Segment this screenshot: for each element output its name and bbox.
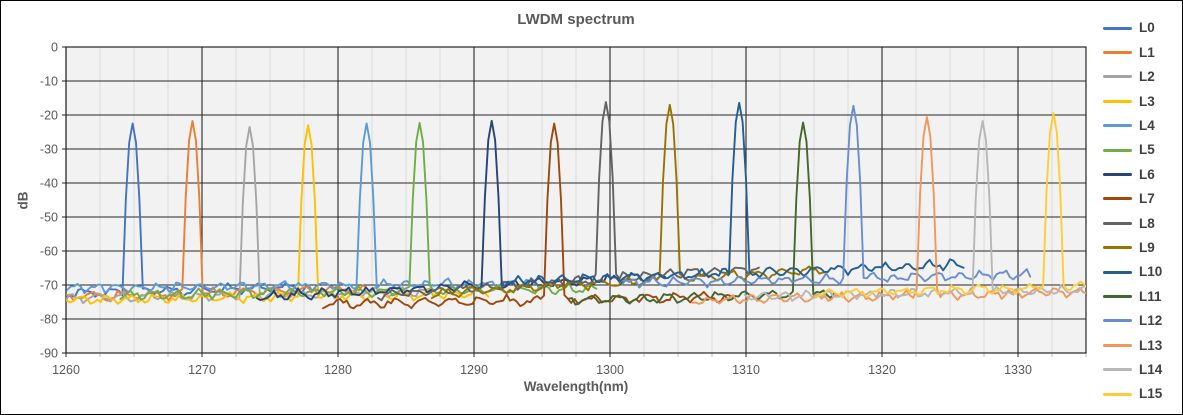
series-trace-L13 <box>691 116 1086 305</box>
series-trace-L14 <box>743 120 1086 302</box>
legend-item-label: L1 <box>1139 44 1155 60</box>
series-trace-L15 <box>814 112 1086 299</box>
y-axis-title: dB <box>15 191 31 210</box>
legend-line-sample <box>1103 173 1132 177</box>
legend-item-L12[interactable]: L12 <box>1103 309 1181 333</box>
legend-line-sample <box>1103 368 1132 372</box>
legend-item-L6[interactable]: L6 <box>1103 162 1181 186</box>
x-tick-label: 1270 <box>188 363 216 377</box>
legend-line-sample <box>1103 319 1132 323</box>
legend-item-L11[interactable]: L11 <box>1103 284 1181 308</box>
legend-item-label: L15 <box>1139 386 1163 402</box>
legend-item-L4[interactable]: L4 <box>1103 114 1181 138</box>
legend-item-label: L10 <box>1139 264 1163 280</box>
legend-item-label: L13 <box>1139 337 1163 353</box>
legend-item-label: L8 <box>1139 215 1155 231</box>
y-tick-label: 0 <box>51 41 58 55</box>
legend-item-label: L11 <box>1139 288 1162 304</box>
legend-item-L7[interactable]: L7 <box>1103 187 1181 211</box>
legend-item-label: L12 <box>1139 313 1163 329</box>
x-tick-label: 1280 <box>324 363 352 377</box>
legend-item-L5[interactable]: L5 <box>1103 138 1181 162</box>
y-tick-label: -30 <box>40 143 58 157</box>
legend-line-sample <box>1103 99 1132 103</box>
legend-item-label: L4 <box>1139 118 1155 133</box>
legend-item-label: L5 <box>1139 142 1155 158</box>
legend-item-label: L14 <box>1139 361 1163 377</box>
series-trace-L10 <box>500 101 965 288</box>
legend-item-L3[interactable]: L3 <box>1103 89 1181 113</box>
legend-item-L1[interactable]: L1 <box>1103 40 1181 64</box>
legend-line-sample <box>1103 343 1132 347</box>
series-trace-L0 <box>66 122 311 299</box>
legend-line-sample <box>1103 124 1132 128</box>
legend-line-sample <box>1103 148 1132 152</box>
y-tick-label: -70 <box>40 279 58 293</box>
chart-title: LWDM spectrum <box>517 11 635 28</box>
plot-border <box>65 46 1087 354</box>
x-tick-label: 1290 <box>460 363 488 377</box>
y-tick-label: -40 <box>40 177 58 191</box>
series-trace-L7 <box>322 122 732 310</box>
x-tick-label: 1320 <box>868 363 896 377</box>
series-trace-L9 <box>430 103 828 300</box>
legend-item-L14[interactable]: L14 <box>1103 357 1181 381</box>
legend-item-L13[interactable]: L13 <box>1103 333 1181 357</box>
legend-item-L9[interactable]: L9 <box>1103 236 1181 260</box>
legend-line-sample <box>1103 75 1132 79</box>
legend-item-label: L3 <box>1139 93 1155 109</box>
legend-item-L10[interactable]: L10 <box>1103 260 1181 284</box>
series-trace-L3 <box>66 124 490 305</box>
x-tick-label: 1310 <box>732 363 760 377</box>
legend-line-sample <box>1103 270 1132 274</box>
legend-item-label: L7 <box>1139 191 1155 207</box>
x-tick-label: 1260 <box>52 363 80 377</box>
legend-line-sample <box>1103 26 1132 30</box>
y-tick-label: -10 <box>40 75 58 89</box>
y-tick-label: -50 <box>40 211 58 225</box>
series-group <box>66 101 1086 310</box>
x-axis-title: Wavelength(nm) <box>523 379 629 394</box>
legend-line-sample <box>1103 221 1132 225</box>
series-trace-L12 <box>621 104 1032 289</box>
y-tick-label: -90 <box>40 347 58 361</box>
y-tick-label: -20 <box>40 109 58 123</box>
y-tick-label: -60 <box>40 245 58 259</box>
legend-item-L0[interactable]: L0 <box>1103 16 1181 40</box>
x-tick-label: 1330 <box>1004 363 1032 377</box>
legend-line-sample <box>1103 197 1132 201</box>
legend-line-sample <box>1103 246 1132 250</box>
legend-item-L8[interactable]: L8 <box>1103 211 1181 235</box>
legend-line-sample <box>1103 294 1132 298</box>
legend: L0 L1 L2 L3 L4 L5 L6 L7 L8 L9 L10 L11 L12 L13 L14 L15 <box>1103 16 1181 406</box>
x-tick-label: 1300 <box>596 363 624 377</box>
legend-item-label: L6 <box>1139 166 1155 182</box>
y-tick-label: -80 <box>40 313 58 327</box>
legend-item-label: L0 <box>1139 20 1155 36</box>
series-trace-L4 <box>66 122 545 295</box>
legend-item-label: L2 <box>1139 69 1155 85</box>
legend-item-L2[interactable]: L2 <box>1103 65 1181 89</box>
legend-item-label: L9 <box>1139 239 1155 255</box>
legend-line-sample <box>1103 51 1132 55</box>
legend-line-sample <box>1103 392 1132 396</box>
legend-item-L15[interactable]: L15 <box>1103 382 1181 406</box>
